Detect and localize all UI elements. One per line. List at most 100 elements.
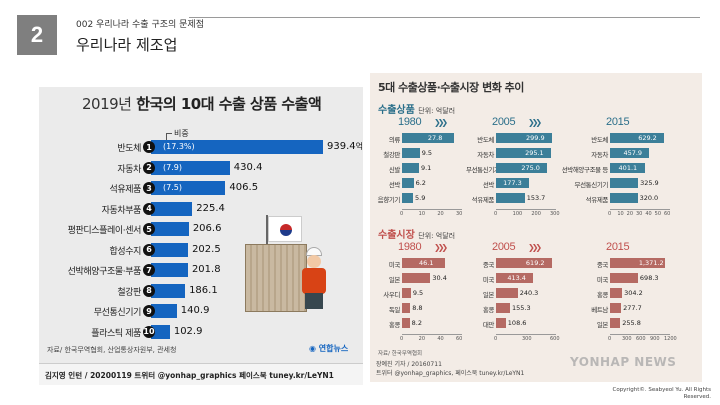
infographic-source: 자료/ 한국무역협회, 산업통상자원부, 관세청 xyxy=(47,346,177,354)
bar xyxy=(402,258,446,268)
arrow-icon: ❯❯❯ xyxy=(434,243,448,252)
bar xyxy=(610,133,665,143)
bar-value-label: 295.1 xyxy=(525,149,544,157)
row-label: 선박 xyxy=(482,181,495,189)
bar xyxy=(610,273,638,283)
bar-value-label: 27.8 xyxy=(427,134,443,142)
row-label: 자동차 xyxy=(591,151,608,159)
section-unit: 단위: 억달러 xyxy=(418,107,456,115)
row-label: 대만 xyxy=(482,321,495,329)
bar-row: 자동차 2 (7.9) 430.4 xyxy=(39,160,363,177)
row-label: 무선통신기기 xyxy=(574,181,609,189)
row-label: 홍콩 xyxy=(482,306,495,314)
section-unit: 단위: 억달러 xyxy=(418,232,456,240)
row-label: 신발 xyxy=(388,166,401,174)
bar-value-label: 8.8 xyxy=(412,304,423,312)
bar-value-label: 202.5 xyxy=(192,244,221,255)
trend-title: 5대 수출상품·수출시장 변화 추이 xyxy=(378,81,524,94)
tick-label: 0 xyxy=(608,336,612,342)
section-number-badge: 2 xyxy=(17,15,57,55)
bar xyxy=(151,242,189,257)
bar-value-number: 225.4 xyxy=(196,202,225,214)
bar-value-label: 277.7 xyxy=(623,304,642,312)
axis-line xyxy=(610,334,670,335)
trend-credit: 장예진 기자 / 20160711 트위터 @yonhap_graphics, … xyxy=(376,360,524,378)
bar xyxy=(402,193,413,203)
bar-value-label: 177.3 xyxy=(503,179,522,187)
bar-value-label: 406.5 xyxy=(229,182,258,193)
tick-label: 0 xyxy=(400,211,404,217)
worker-illustration-icon xyxy=(299,247,329,309)
rank-badge: 4 xyxy=(143,202,155,215)
tick-label: 900 xyxy=(650,336,660,342)
row-label: 일본 xyxy=(482,291,495,299)
rank-badge: 8 xyxy=(143,284,155,297)
bar-row: 합성수지 6 202.5 xyxy=(39,242,363,259)
copyright-line1: Copyright©. Seabyeol Yu. All Rights xyxy=(612,387,711,393)
row-label: 석유제품 xyxy=(471,196,495,204)
bar-value-label: 8.2 xyxy=(411,319,422,327)
header-divider xyxy=(189,17,700,18)
rank-badge: 7 xyxy=(143,264,155,276)
tick-label: 30 xyxy=(636,211,643,217)
row-label: 미국 xyxy=(388,261,401,269)
bar-value-label: 140.9 xyxy=(181,305,210,316)
row-label: 철강판 xyxy=(383,151,400,159)
tick-label: 1200 xyxy=(664,336,677,342)
row-label: 자동차 xyxy=(477,151,494,159)
bar-value-number: 206.6 xyxy=(192,223,222,234)
row-label: 사우디 xyxy=(383,291,400,299)
bar xyxy=(151,201,193,216)
row-label: 베트남 xyxy=(591,306,608,314)
share-label: (17.3%) xyxy=(163,142,195,151)
tick-label: 20 xyxy=(626,211,634,217)
row-label: 반도체 xyxy=(477,136,494,144)
rank-badge: 10 xyxy=(143,325,155,338)
rank-badge: 5 xyxy=(143,223,155,235)
bar-value-label: 6.2 xyxy=(415,179,426,187)
rank-badge: 3 xyxy=(143,182,155,194)
korea-flag-icon xyxy=(266,215,302,255)
bar xyxy=(151,263,188,277)
tick-label: 10 xyxy=(617,211,624,217)
row-label: 음향기기 xyxy=(377,196,401,204)
bar-row: 석유제품 3 (7.5) 406.5 xyxy=(39,180,363,197)
tick-label: 0 xyxy=(494,336,498,342)
axis-line xyxy=(402,209,462,210)
row-label: 의류 xyxy=(388,136,401,144)
bar-value-label: 201.8 xyxy=(192,264,221,275)
section-subtitle: 002 우리나라 수출 구조의 문제점 xyxy=(76,20,204,30)
year-label: 1980 xyxy=(398,241,422,253)
bar-value-label: 430.4 xyxy=(234,162,263,173)
bar-value-label: 304.2 xyxy=(624,289,643,297)
unit-label: 억달러 xyxy=(355,142,363,151)
tick-label: 0 xyxy=(494,211,498,217)
row-label: 선박해양구조물 등 xyxy=(561,166,609,174)
copyright-notice: Copyright©. Seabyeol Yu. All Rights Rese… xyxy=(612,387,711,401)
bar-value-label: 457.9 xyxy=(623,149,643,157)
bar-category-label: 선박해양구조물·부품 xyxy=(67,267,142,277)
bar-value-label: 325.9 xyxy=(640,179,659,187)
bar xyxy=(610,288,623,298)
bar-value-label: 46.1 xyxy=(419,259,434,267)
rank-badge: 9 xyxy=(143,305,155,317)
axis-line xyxy=(496,209,556,210)
bar-category-label: 철강판 xyxy=(117,287,141,298)
bar-row: 철강판 8 186.1 xyxy=(39,283,363,300)
bar xyxy=(151,222,189,236)
axis-line xyxy=(402,334,462,335)
year-label: 2005 xyxy=(492,241,516,253)
bar xyxy=(610,178,639,188)
bar-category-label: 석유제품 xyxy=(109,185,141,195)
axis-line xyxy=(610,209,670,210)
row-label: 일본 xyxy=(596,321,609,329)
year-label: 2005 xyxy=(492,116,516,128)
yonhap-logo-text: 연합뉴스 xyxy=(318,344,349,353)
bar-value-label: 275.0 xyxy=(521,164,540,172)
bar xyxy=(610,193,638,203)
bar xyxy=(496,318,506,328)
row-label: 독일 xyxy=(388,306,401,314)
bar xyxy=(496,133,552,143)
tick-label: 0 xyxy=(608,211,612,217)
bar-value-label: 939.4억달러 xyxy=(327,141,363,152)
